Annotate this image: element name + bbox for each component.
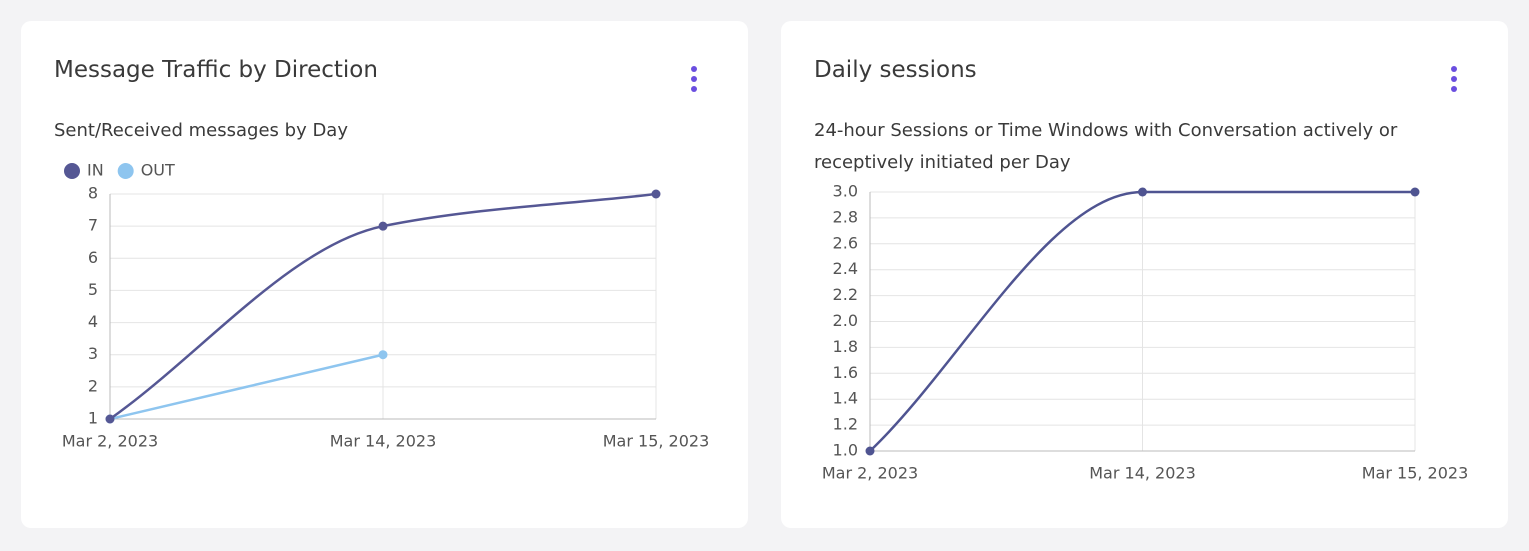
x-tick-label: Mar 15, 2023 xyxy=(1362,464,1469,483)
x-tick-label: Mar 2, 2023 xyxy=(62,432,158,451)
y-tick-label: 3.0 xyxy=(833,182,858,201)
point xyxy=(1138,187,1147,197)
y-tick-label: 1.8 xyxy=(833,337,858,356)
line xyxy=(869,190,1415,452)
chart-subtitle: 24-hour Sessions or Time Windows with Co… xyxy=(814,120,1398,173)
point xyxy=(378,350,388,360)
y-tick-label: 1.4 xyxy=(833,389,858,408)
point xyxy=(378,221,388,231)
y-tick-label: 1 xyxy=(88,409,98,428)
y-tick-label: 2.0 xyxy=(833,311,858,330)
y-tick-label: 4 xyxy=(88,312,98,331)
y-tick-label: 2.2 xyxy=(833,285,858,304)
x-tick-label: Mar 14, 2023 xyxy=(1089,464,1196,483)
y-tick-label: 1.0 xyxy=(833,441,858,460)
legend-label: OUT xyxy=(141,161,175,180)
y-tick-label: 2.8 xyxy=(833,207,858,226)
y-tick-label: 2.4 xyxy=(833,259,858,278)
legend-label: IN xyxy=(87,161,104,180)
card xyxy=(781,21,1508,528)
card xyxy=(21,21,748,528)
menu-button[interactable] xyxy=(1451,66,1457,96)
point xyxy=(1410,187,1420,197)
x-tick-label: Mar 2, 2023 xyxy=(822,464,918,483)
legend-marker xyxy=(64,163,80,179)
x-tick-label: Mar 14, 2023 xyxy=(330,432,437,451)
y-tick-label: 7 xyxy=(88,216,98,235)
y-tick-label: 6 xyxy=(88,248,98,267)
point xyxy=(105,414,115,424)
chart-title: Daily sessions xyxy=(814,57,977,83)
legend-marker xyxy=(117,163,134,179)
menu-button[interactable] xyxy=(691,66,697,96)
y-tick-label: 8 xyxy=(88,184,98,203)
y-tick-label: 1.2 xyxy=(833,415,858,434)
point xyxy=(651,189,661,199)
line xyxy=(109,353,384,421)
chart-subtitle: Sent/Received messages by Day xyxy=(54,120,348,141)
chart-title: Message Traffic by Direction xyxy=(54,57,378,83)
x-tick-label: Mar 15, 2023 xyxy=(603,432,710,451)
point xyxy=(865,446,875,456)
y-tick-label: 3 xyxy=(88,344,98,363)
y-tick-label: 2.6 xyxy=(833,233,858,252)
y-tick-label: 2 xyxy=(88,376,98,395)
y-tick-label: 5 xyxy=(88,280,98,299)
y-tick-label: 1.6 xyxy=(833,363,858,382)
